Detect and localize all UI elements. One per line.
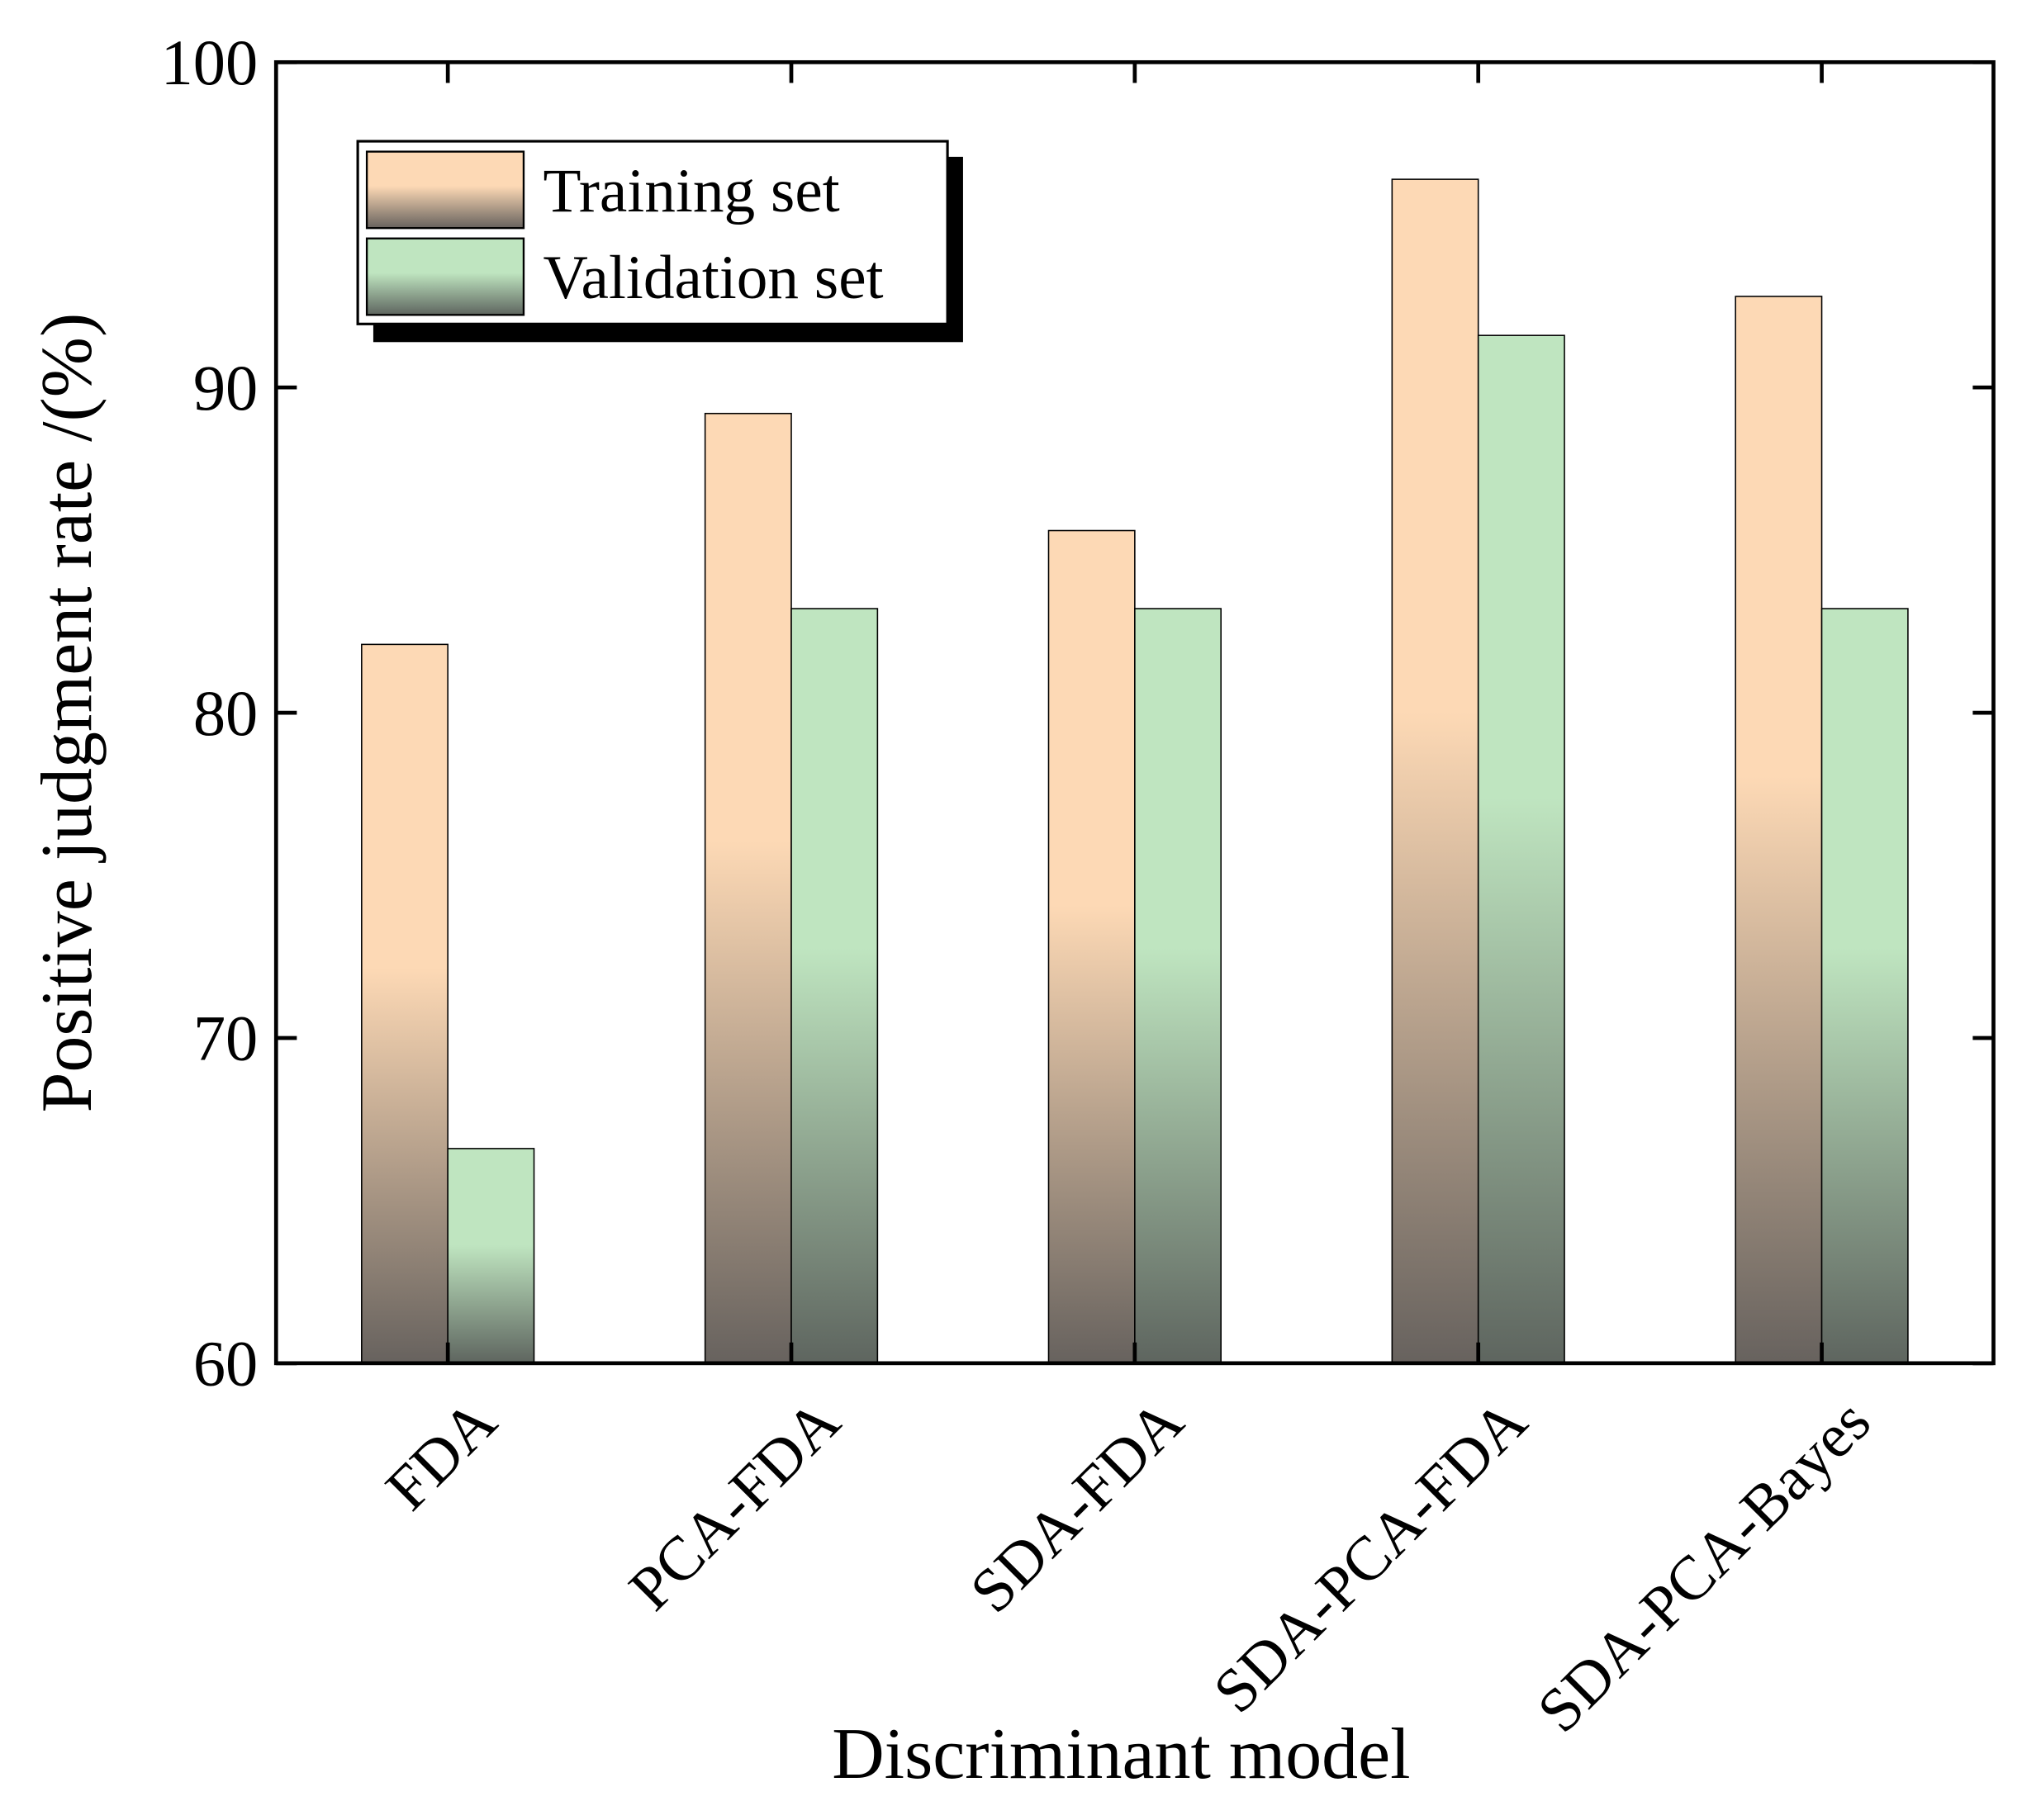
- y-axis-title: Positive judgment rate /(%): [27, 313, 107, 1113]
- bar: [790, 608, 879, 1364]
- y-tick-label: 90: [193, 352, 258, 424]
- y-tick-label: 80: [193, 677, 258, 749]
- x-tick-label: SDA-PCA-FDA: [1201, 1386, 1540, 1726]
- bar: [704, 412, 792, 1364]
- legend-swatch: [365, 150, 525, 230]
- bar: [1477, 334, 1565, 1364]
- bar: [1820, 608, 1909, 1364]
- bar: [1134, 608, 1222, 1364]
- x-tick-label: PCA-FDA: [616, 1386, 853, 1623]
- x-tick-label: FDA: [373, 1386, 510, 1523]
- legend-label: Training set: [543, 157, 840, 225]
- legend-swatch: [365, 237, 525, 316]
- y-tick-label: 70: [193, 1002, 258, 1074]
- bar: [1391, 178, 1479, 1364]
- bar: [1735, 296, 1823, 1364]
- bar: [447, 1148, 535, 1364]
- legend: Training set Validation set: [356, 140, 963, 343]
- bar: [361, 643, 449, 1364]
- y-tick-label: 100: [161, 26, 259, 98]
- x-tick-label: SDA-FDA: [957, 1386, 1196, 1625]
- legend-label: Validation set: [543, 244, 884, 312]
- x-axis-title: Discriminant model: [832, 1714, 1410, 1794]
- x-tick-label: SDA-PCA-Bayes: [1525, 1386, 1883, 1745]
- bar: [1047, 529, 1136, 1364]
- y-tick-label: 60: [193, 1328, 258, 1400]
